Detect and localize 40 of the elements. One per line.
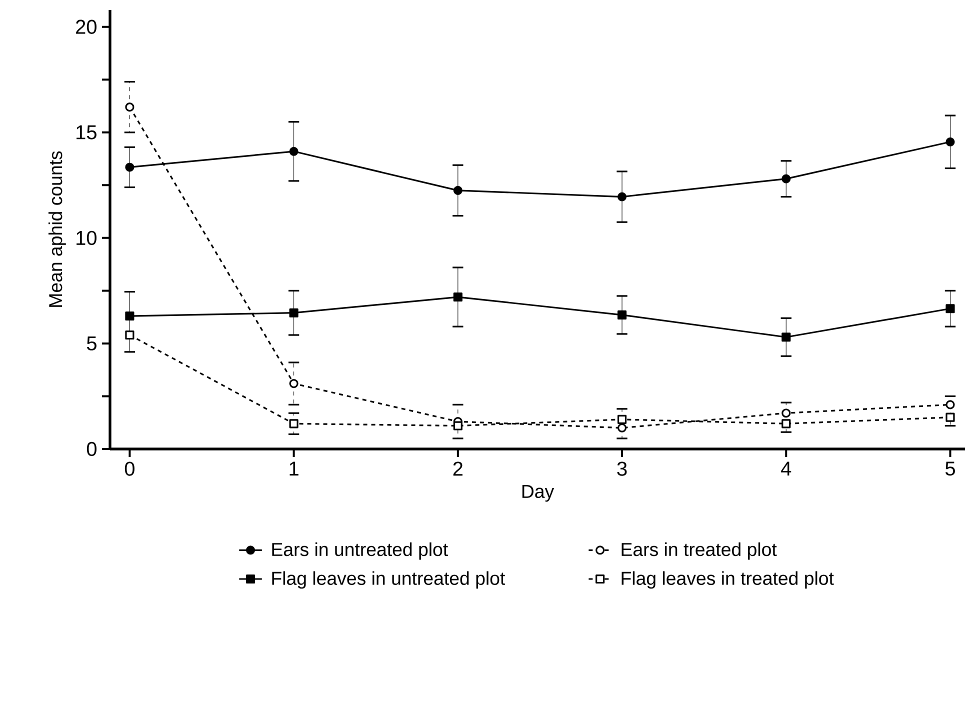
point <box>289 146 298 156</box>
point <box>125 162 134 172</box>
point <box>453 421 462 430</box>
point <box>125 311 134 321</box>
point <box>617 192 627 202</box>
x-tick-label: 0 <box>124 462 134 476</box>
point <box>125 330 134 340</box>
point <box>617 423 627 432</box>
point <box>782 419 791 428</box>
y-tick-label: 0 <box>86 442 96 456</box>
x-tick-label: 1 <box>290 462 298 476</box>
point <box>946 137 955 146</box>
point <box>946 304 955 314</box>
point <box>782 332 791 342</box>
x-tick-label: 2 <box>453 462 462 476</box>
point <box>289 419 298 428</box>
point <box>617 414 627 424</box>
y-axis-title: Mean aphid counts <box>48 151 66 307</box>
point <box>946 412 955 422</box>
point <box>782 408 791 418</box>
point <box>453 292 462 302</box>
y-tick-label: 10 <box>76 230 96 245</box>
legend-label: Ears in untreated plot <box>272 542 448 560</box>
x-tick-label: 5 <box>945 462 955 476</box>
y-tick-label: 15 <box>76 125 96 140</box>
x-axis-title: Day <box>522 485 554 502</box>
point <box>289 379 298 388</box>
point <box>782 174 791 184</box>
legend-label: Flag leaves in untreated plot <box>272 571 506 589</box>
x-tick-label: 4 <box>781 462 792 476</box>
legend-label: Flag leaves in treated plot <box>622 571 834 589</box>
y-tick-label: 20 <box>76 20 96 34</box>
y-tick-label: 5 <box>86 336 96 350</box>
point <box>125 102 134 112</box>
x-tick-label: 3 <box>617 462 627 476</box>
legend-label: Ears in treated plot <box>622 542 777 560</box>
point <box>453 186 462 195</box>
point <box>946 400 955 410</box>
point <box>617 310 627 320</box>
point <box>289 308 298 318</box>
